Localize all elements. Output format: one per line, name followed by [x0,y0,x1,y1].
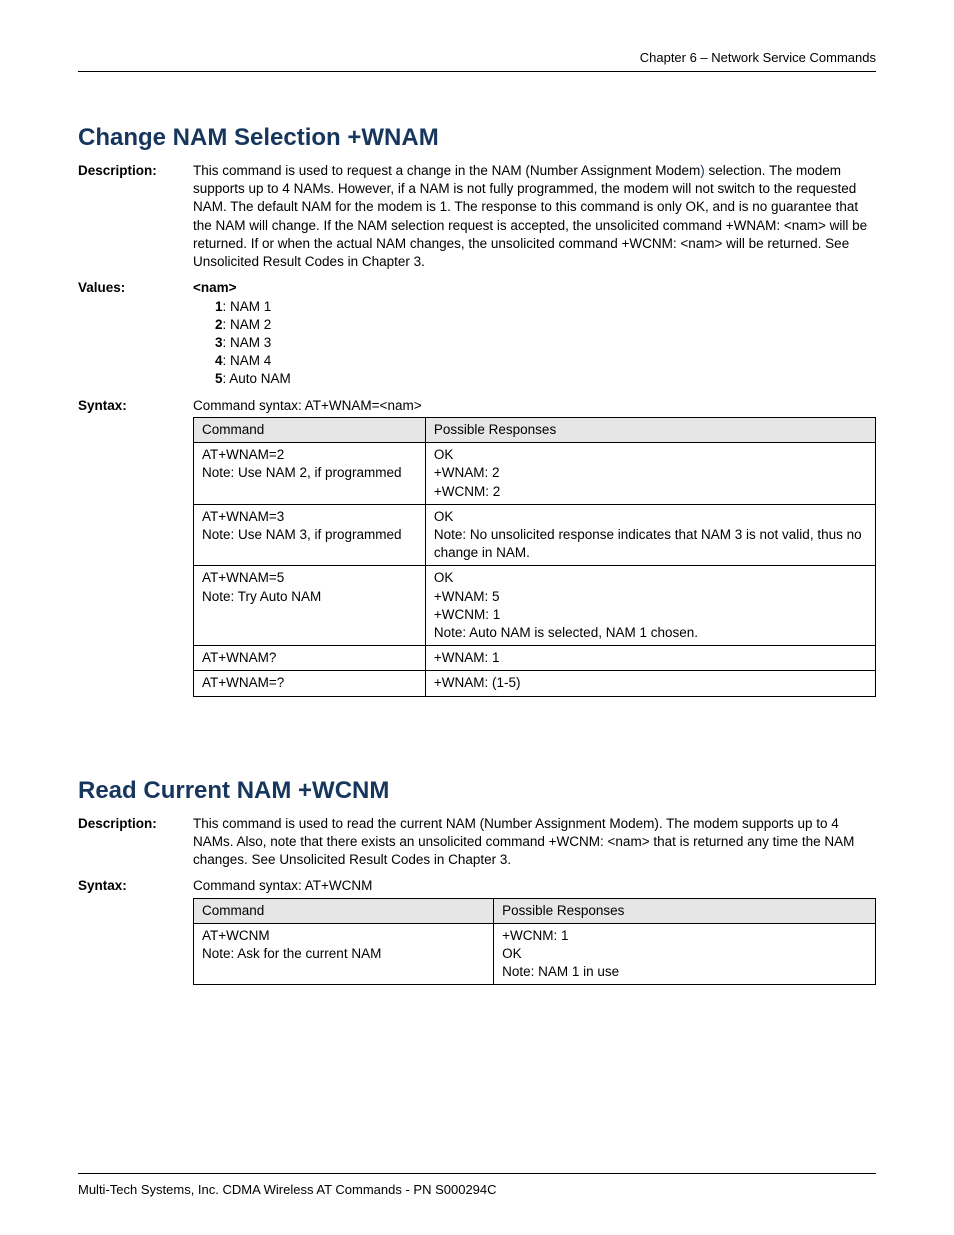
table-header: Command [194,417,426,442]
table-cell: OK+WNAM: 5+WCNM: 1Note: Auto NAM is sele… [425,566,875,646]
syntax-text: Command syntax: AT+WNAM=<nam> [193,397,876,415]
table-cell: AT+WNAM=? [194,671,426,696]
table-header-row: Command Possible Responses [194,417,876,442]
table-row: AT+WNAM=5Note: Try Auto NAM OK+WNAM: 5+W… [194,566,876,646]
values-heading-text: <nam> [193,280,237,295]
description-label: Description: [78,162,193,271]
table-cell: AT+WNAM? [194,646,426,671]
value-num: 2 [215,317,223,332]
description-text-2: This command is used to read the current… [193,815,876,870]
description-label-2: Description: [78,815,193,870]
syntax-row: Syntax: Command syntax: AT+WNAM=<nam> Co… [78,397,876,697]
value-text: : NAM 4 [223,353,272,368]
table-cell: OKNote: No unsolicited response indicate… [425,504,875,566]
value-text: : NAM 2 [223,317,272,332]
page-footer: Multi-Tech Systems, Inc. CDMA Wireless A… [78,1173,876,1197]
footer-text: Multi-Tech Systems, Inc. CDMA Wireless A… [78,1182,497,1197]
desc-pre: This command is used to request a change… [193,163,700,178]
table-header: Possible Responses [425,417,875,442]
table-row: AT+WNAM? +WNAM: 1 [194,646,876,671]
table-cell: AT+WNAM=3Note: Use NAM 3, if programmed [194,504,426,566]
value-item: 3: NAM 3 [215,334,876,352]
values-list: 1: NAM 1 2: NAM 2 3: NAM 3 4: NAM 4 5: A… [193,298,876,389]
table-cell: AT+WNAM=5Note: Try Auto NAM [194,566,426,646]
table-cell: OK+WNAM: 2+WCNM: 2 [425,443,875,505]
value-text: : Auto NAM [223,371,291,386]
values-content: <nam> 1: NAM 1 2: NAM 2 3: NAM 3 4: NAM … [193,279,876,388]
syntax-label: Syntax: [78,397,193,697]
syntax-row-2: Syntax: Command syntax: AT+WCNM Command … [78,877,876,985]
value-text: : NAM 1 [223,299,272,314]
table-row: AT+WNAM=3Note: Use NAM 3, if programmed … [194,504,876,566]
wnam-table: Command Possible Responses AT+WNAM=2Note… [193,417,876,697]
syntax-content: Command syntax: AT+WNAM=<nam> Command Po… [193,397,876,697]
document-page: Chapter 6 – Network Service Commands Cha… [0,0,954,1027]
value-num: 4 [215,353,223,368]
value-item: 4: NAM 4 [215,352,876,370]
table-cell: AT+WCNMNote: Ask for the current NAM [194,923,494,985]
table-cell: +WCNM: 1OKNote: NAM 1 in use [494,923,876,985]
table-header: Possible Responses [494,898,876,923]
syntax-label-2: Syntax: [78,877,193,985]
table-row: AT+WCNMNote: Ask for the current NAM +WC… [194,923,876,985]
table-cell: +WNAM: (1-5) [425,671,875,696]
value-text: : NAM 3 [223,335,272,350]
description-row: Description: This command is used to req… [78,162,876,271]
values-heading: <nam> [193,279,876,297]
table-row: AT+WNAM=2Note: Use NAM 2, if programmed … [194,443,876,505]
value-item: 1: NAM 1 [215,298,876,316]
values-row: Values: <nam> 1: NAM 1 2: NAM 2 3: NAM 3… [78,279,876,388]
table-cell: AT+WNAM=2Note: Use NAM 2, if programmed [194,443,426,505]
value-num: 5 [215,371,223,386]
page-header: Chapter 6 – Network Service Commands [78,50,876,72]
values-label: Values: [78,279,193,388]
value-item: 2: NAM 2 [215,316,876,334]
value-num: 1 [215,299,223,314]
table-row: AT+WNAM=? +WNAM: (1-5) [194,671,876,696]
table-cell: +WNAM: 1 [425,646,875,671]
desc-post: selection. The modem supports up to 4 NA… [193,163,867,269]
wcnm-table: Command Possible Responses AT+WCNMNote: … [193,898,876,986]
table-header-row: Command Possible Responses [194,898,876,923]
value-num: 3 [215,335,223,350]
section-heading-wnam: Change NAM Selection +WNAM [78,124,876,152]
value-item: 5: Auto NAM [215,370,876,388]
values-label-text: Values: [78,280,125,295]
syntax-text-2: Command syntax: AT+WCNM [193,877,876,895]
description-text: This command is used to request a change… [193,162,876,271]
table-header: Command [194,898,494,923]
chapter-label: Chapter 6 – Network Service Commands [640,50,876,65]
section-heading-wcnm: Read Current NAM +WCNM [78,777,876,805]
description-row-2: Description: This command is used to rea… [78,815,876,870]
syntax-content-2: Command syntax: AT+WCNM Command Possible… [193,877,876,985]
